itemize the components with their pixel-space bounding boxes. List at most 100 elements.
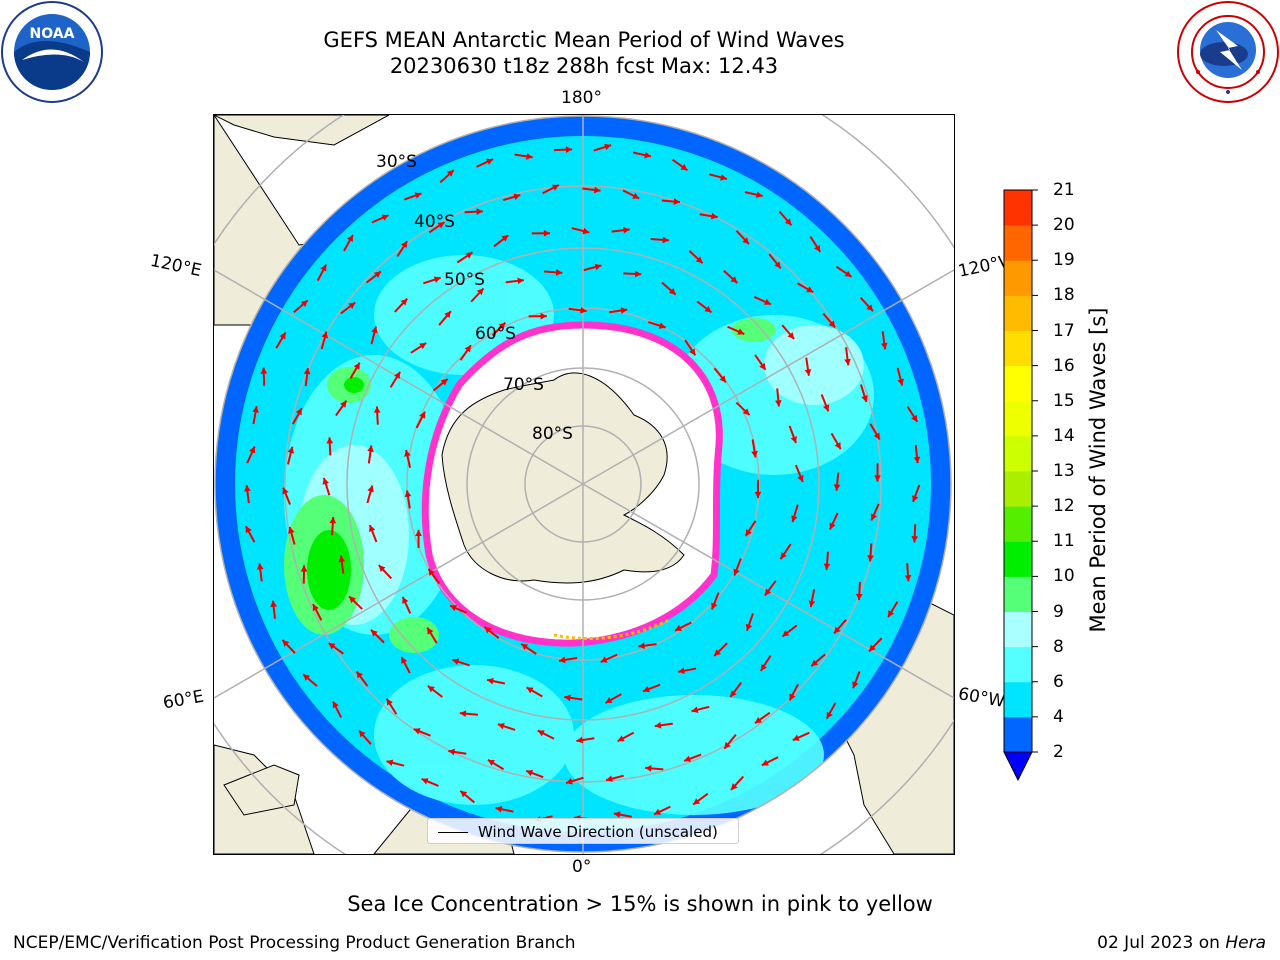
wind-wave-arrowhead — [737, 328, 745, 335]
wind-wave-arrowhead — [620, 307, 628, 314]
wind-wave-arrowhead — [582, 227, 590, 235]
wind-wave-arrowhead — [320, 264, 327, 272]
wind-wave-arrowhead — [249, 446, 256, 454]
wind-wave-arrowhead — [695, 256, 703, 264]
wind-wave-arrowhead — [790, 436, 797, 444]
colorbar-tick-label: 10 — [1053, 566, 1075, 587]
wind-wave-arrowhead — [806, 286, 814, 293]
colorbar-segment — [1004, 260, 1032, 296]
colorbar-tick-label: 11 — [1053, 531, 1075, 552]
ocean-swell-darkgreen — [307, 377, 364, 610]
wind-wave-arrowhead — [256, 563, 264, 570]
wind-wave-arrowhead — [338, 555, 346, 563]
wind-wave-arrowhead — [644, 151, 651, 159]
wind-wave-arrowhead — [551, 184, 559, 191]
wind-wave-arrowhead — [691, 706, 699, 713]
noaa-logo: NOAA — [1, 1, 103, 103]
wind-wave-arrowhead — [645, 765, 652, 772]
wind-wave-arrowhead — [711, 212, 718, 220]
wind-wave-arrowhead — [413, 728, 421, 735]
wind-wave-arrowhead — [730, 690, 737, 698]
wind-wave-arrowhead — [888, 610, 895, 618]
colorbar-segment — [1004, 506, 1032, 542]
wind-wave-arrowhead — [371, 326, 378, 334]
colorbar-segment — [1004, 576, 1032, 612]
wind-wave-arrowhead — [784, 218, 792, 226]
colorbar-tick-label: 13 — [1053, 461, 1075, 481]
wind-wave-arrowhead — [419, 343, 427, 350]
wind-wave-arrowhead — [400, 298, 408, 306]
wind-wave-arrowhead — [428, 568, 435, 576]
footer-date-text: 02 Jul 2023 on — [1097, 933, 1220, 953]
wind-wave-arrowhead — [764, 588, 772, 596]
wind-wave-arrowhead — [260, 367, 268, 374]
wind-wave-arrowhead — [540, 312, 547, 320]
footer-credit: NCEP/EMC/Verification Post Processing Pr… — [13, 933, 576, 953]
wind-wave-arrowhead — [450, 605, 458, 612]
wind-wave-arrowhead — [433, 276, 441, 283]
wind-wave-arrowhead — [870, 513, 877, 521]
wind-wave-arrowhead — [566, 778, 573, 785]
wind-wave-arrowhead — [303, 367, 311, 375]
wind-wave-arrowhead — [279, 332, 286, 340]
lat-label-60s: 60°S — [475, 324, 516, 344]
wind-wave-arrowhead — [287, 446, 295, 454]
wind-wave-arrowhead — [440, 379, 448, 386]
wind-wave-arrowhead — [303, 674, 310, 681]
wind-wave-arrowhead — [464, 345, 471, 353]
wind-wave-arrowhead — [444, 311, 451, 319]
wind-wave-arrowhead — [460, 790, 468, 798]
wind-wave-arrowhead — [904, 574, 912, 582]
wind-wave-arrowhead — [911, 414, 918, 422]
wind-wave-arrowhead — [869, 644, 876, 652]
wind-wave-arrows — [244, 143, 921, 823]
colorbar-tick-label: 16 — [1053, 355, 1075, 376]
wind-wave-arrowhead — [852, 681, 859, 689]
wind-wave-arrowhead — [804, 369, 812, 376]
wind-wave-arrowhead — [495, 805, 503, 813]
colorbar-tick-label: 21 — [1053, 180, 1075, 200]
wind-wave-arrowhead — [693, 798, 701, 805]
wind-wave-arrowhead — [789, 693, 796, 701]
wind-wave-arrowhead — [526, 153, 533, 160]
wind-wave-arrowhead — [623, 226, 630, 234]
colorbar-tick-label: 4 — [1053, 706, 1064, 727]
colorbar-tick-label: 2 — [1053, 742, 1064, 762]
colorbar-segment — [1004, 681, 1032, 718]
wind-wave-arrowhead — [565, 146, 573, 153]
wind-wave-arrowhead — [791, 515, 798, 523]
wind-wave-arrowhead — [322, 477, 329, 485]
wind-wave-arrowhead — [761, 759, 769, 766]
wind-wave-arrowhead — [346, 235, 353, 243]
wind-wave-arrowhead — [658, 322, 666, 329]
wind-wave-arrowhead — [415, 529, 422, 536]
wind-wave-arrowhead — [833, 484, 841, 491]
colorbar-tick-label: 14 — [1053, 425, 1075, 446]
wind-wave-arrowhead — [811, 659, 819, 667]
wind-wave-arrowhead — [720, 174, 727, 181]
wind-wave-arrowhead — [594, 263, 602, 271]
wind-wave-arrowhead — [797, 475, 804, 483]
wind-wave-arrowhead — [754, 491, 762, 498]
wind-wave-arrowhead — [730, 783, 738, 790]
wind-wave-arrowhead — [386, 759, 394, 766]
wind-wave-arrowhead — [427, 685, 435, 693]
wind-wave-arrowhead — [774, 400, 782, 407]
wind-wave-arrowhead — [329, 517, 337, 524]
colorbar-segment — [1004, 295, 1032, 331]
wind-wave-arrowhead — [348, 302, 356, 309]
wind-wave-arrowhead — [427, 627, 434, 635]
wind-wave-arrowhead — [312, 604, 319, 612]
wind-wave-arrowhead — [897, 378, 904, 386]
wind-wave-arrowhead — [828, 320, 836, 328]
wind-wave-arrowhead — [654, 721, 662, 729]
wind-wave-arrowhead — [558, 656, 566, 664]
chart-subtitle: 20230630 t18z 288h fcst Max: 12.43 — [389, 54, 779, 78]
wind-wave-arrowhead — [446, 170, 454, 177]
wind-wave-arrowhead — [826, 711, 833, 719]
colorbar-tick-label: 6 — [1053, 671, 1064, 692]
wind-wave-arrowhead — [501, 235, 509, 242]
lat-label-50s: 50°S — [444, 270, 485, 290]
wind-wave-arrowhead — [526, 687, 534, 694]
wind-wave-arrowhead — [834, 626, 841, 634]
